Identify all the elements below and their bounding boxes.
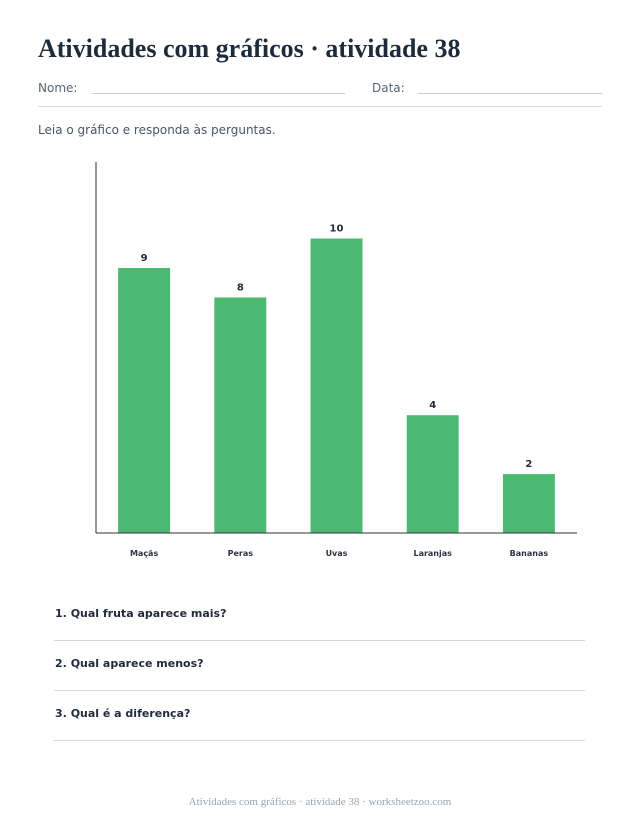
date-label: Data: xyxy=(372,81,405,95)
question-2: 2. Qual aparece menos? xyxy=(55,657,204,670)
header-divider xyxy=(38,106,602,107)
instructions-text: Leia o gráfico e responda às perguntas. xyxy=(38,123,276,137)
question-2-text: Qual aparece menos? xyxy=(70,657,204,670)
footer-text: Atividades com gráficos · atividade 38 ·… xyxy=(188,796,452,808)
question-3-text: Qual é a diferença? xyxy=(70,707,191,720)
bar-4 xyxy=(406,415,459,533)
chart-bars xyxy=(118,238,555,534)
value-label-5: 2 xyxy=(525,459,532,470)
category-label-5: Bananas xyxy=(510,549,549,558)
question-2-number: 2. xyxy=(55,657,67,670)
bar-2 xyxy=(214,297,267,533)
answer-line-2[interactable] xyxy=(54,690,585,691)
value-label-4: 4 xyxy=(429,400,436,411)
value-label-3: 10 xyxy=(330,224,344,235)
question-1-text: Qual fruta aparece mais? xyxy=(70,607,227,620)
date-field-line[interactable] xyxy=(418,93,602,94)
answer-line-3[interactable] xyxy=(54,740,585,741)
category-label-2: Peras xyxy=(228,549,254,558)
chart-labels: 9 Maçãs 8 Peras 10 Uvas 4 Laranjas 2 Bananas xyxy=(130,224,548,558)
bar-chart: 9 Maçãs 8 Peras 10 Uvas 4 Laranjas 2 Bananas xyxy=(95,162,577,558)
name-field-line[interactable] xyxy=(92,93,345,94)
bar-3 xyxy=(310,238,363,534)
question-3: 3. Qual é a diferença? xyxy=(55,707,190,720)
bar-1 xyxy=(118,268,171,533)
answer-line-1[interactable] xyxy=(54,640,585,641)
bar-5 xyxy=(502,474,555,533)
question-3-number: 3. xyxy=(55,707,67,720)
value-label-1: 9 xyxy=(141,253,148,264)
value-label-2: 8 xyxy=(237,282,244,293)
question-1: 1. Qual fruta aparece mais? xyxy=(55,607,226,620)
question-1-number: 1. xyxy=(55,607,67,620)
name-label: Nome: xyxy=(38,81,78,95)
worksheet-title: Atividades com gráficos · atividade 38 xyxy=(38,34,461,63)
category-label-3: Uvas xyxy=(326,549,348,558)
category-label-1: Maçãs xyxy=(130,549,159,558)
category-label-4: Laranjas xyxy=(413,549,452,558)
